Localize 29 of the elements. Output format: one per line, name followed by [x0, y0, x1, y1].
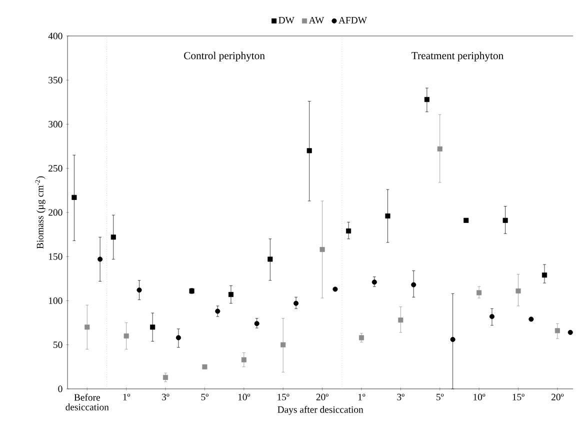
x-tick-label: 20º [552, 394, 564, 400]
y-tick-label: 350 [48, 76, 62, 84]
x-tick-label: 20º [316, 394, 328, 400]
x-axis-title: Days after desiccation [278, 406, 364, 415]
legend-label: AFDW [338, 17, 367, 24]
x-tick-label: 1º [123, 394, 130, 400]
x-tick-label: 10º [474, 394, 486, 400]
y-tick-label: 300 [48, 121, 62, 128]
x-tick-label: 5º [436, 394, 444, 400]
y-tick-label: 250 [48, 165, 62, 172]
y-axis-title: Biomass (µg cm$^{-2}$) [35, 176, 46, 249]
x-tick-label: 10º [238, 394, 250, 400]
x-tick-label: 3º [162, 394, 170, 400]
x-tick-label: 15º [512, 394, 524, 400]
x-tick-label: 15º [278, 394, 290, 400]
legend-label: DW [278, 17, 294, 24]
y-tick-label: 400 [48, 32, 62, 40]
x-tick-label: 1º [358, 394, 366, 400]
y-tick-label: 100 [48, 298, 62, 304]
annotation: Control periphyton [184, 52, 265, 62]
x-tick-label: Before desiccation [66, 394, 109, 411]
y-tick-label: 150 [48, 253, 62, 260]
x-tick-label: 3º [397, 394, 404, 400]
y-tick-label: 200 [48, 209, 62, 216]
annotation: Treatment periphyton [412, 52, 504, 62]
legend-label: AW [308, 17, 324, 24]
x-tick-label: 5º [201, 394, 208, 400]
y-tick-label: 50 [54, 342, 62, 348]
y-tick-label: 0 [58, 386, 62, 392]
